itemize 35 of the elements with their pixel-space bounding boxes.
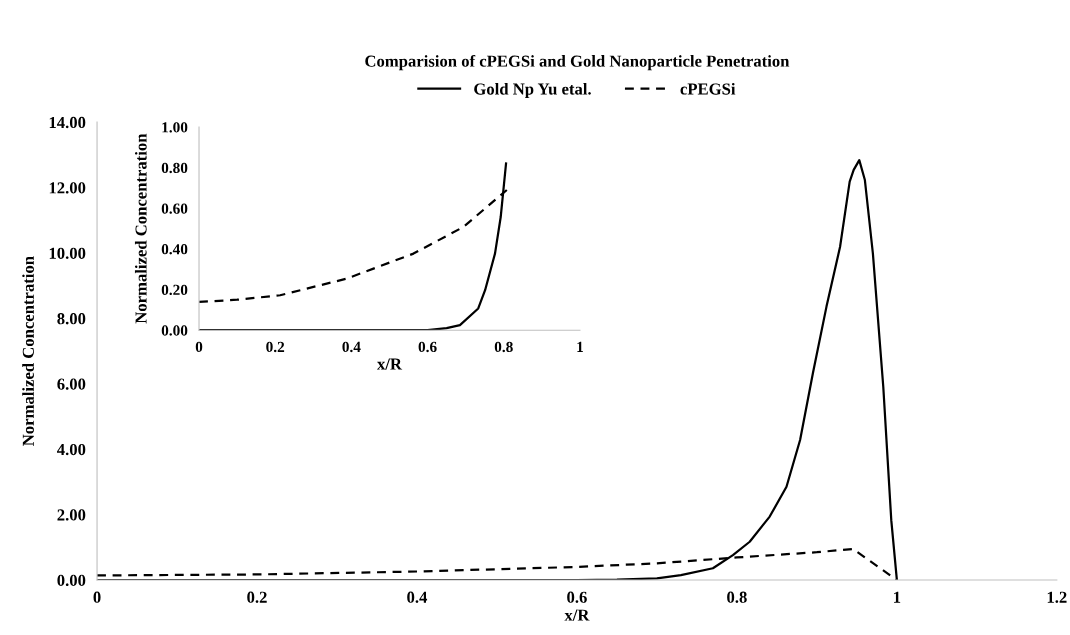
x-tick-label: 1 (577, 341, 583, 352)
y-tick-label: 0.00 (57, 574, 86, 587)
x-tick-label: 0.8 (727, 591, 747, 603)
y-tick-label: 0.60 (161, 203, 188, 214)
x-tick-label: 1 (894, 591, 901, 603)
x-tick-label: 0.4 (407, 591, 428, 603)
chart-title: Comparision of cPEGSi and Gold Nanoparticle Penetration (365, 54, 790, 71)
x-tick-label: 0.8 (494, 341, 513, 353)
x-tick-label: 0.2 (266, 341, 285, 353)
x-tick-label: 0.6 (418, 341, 437, 353)
y-axis-title: Normalized Concentration (134, 133, 147, 324)
y-axis-title: Normalized Concentration (22, 256, 34, 446)
x-tick-label: 0.2 (247, 591, 267, 603)
y-tick-label: 1.00 (162, 122, 188, 133)
y-tick-label: 8.00 (57, 313, 86, 325)
x-tick-label: 1.2 (1047, 591, 1067, 603)
y-tick-label: 0.40 (161, 244, 188, 255)
x-tick-label: 0 (195, 341, 203, 353)
x-tick-label: 0.6 (567, 591, 587, 603)
y-tick-label: 0.00 (161, 325, 188, 336)
y-tick-label: 14.00 (49, 116, 86, 129)
legend-label: Gold Np Yu etal. (474, 82, 591, 99)
y-tick-label: 4.00 (57, 443, 86, 456)
legend-label: cPEGSi (680, 82, 736, 95)
y-tick-label: 0.80 (161, 162, 188, 174)
line-series (199, 162, 508, 331)
y-tick-label: 10.00 (49, 247, 86, 259)
y-tick-label: 6.00 (57, 378, 86, 390)
x-axis-title: x/R (564, 609, 590, 621)
y-tick-label: 12.00 (49, 182, 86, 194)
y-tick-label: 2.00 (57, 509, 86, 521)
x-axis-title: x/R (377, 358, 403, 370)
x-tick-label: 0 (93, 591, 101, 603)
x-tick-label: 0.4 (342, 341, 361, 353)
y-tick-label: 0.20 (161, 284, 188, 296)
